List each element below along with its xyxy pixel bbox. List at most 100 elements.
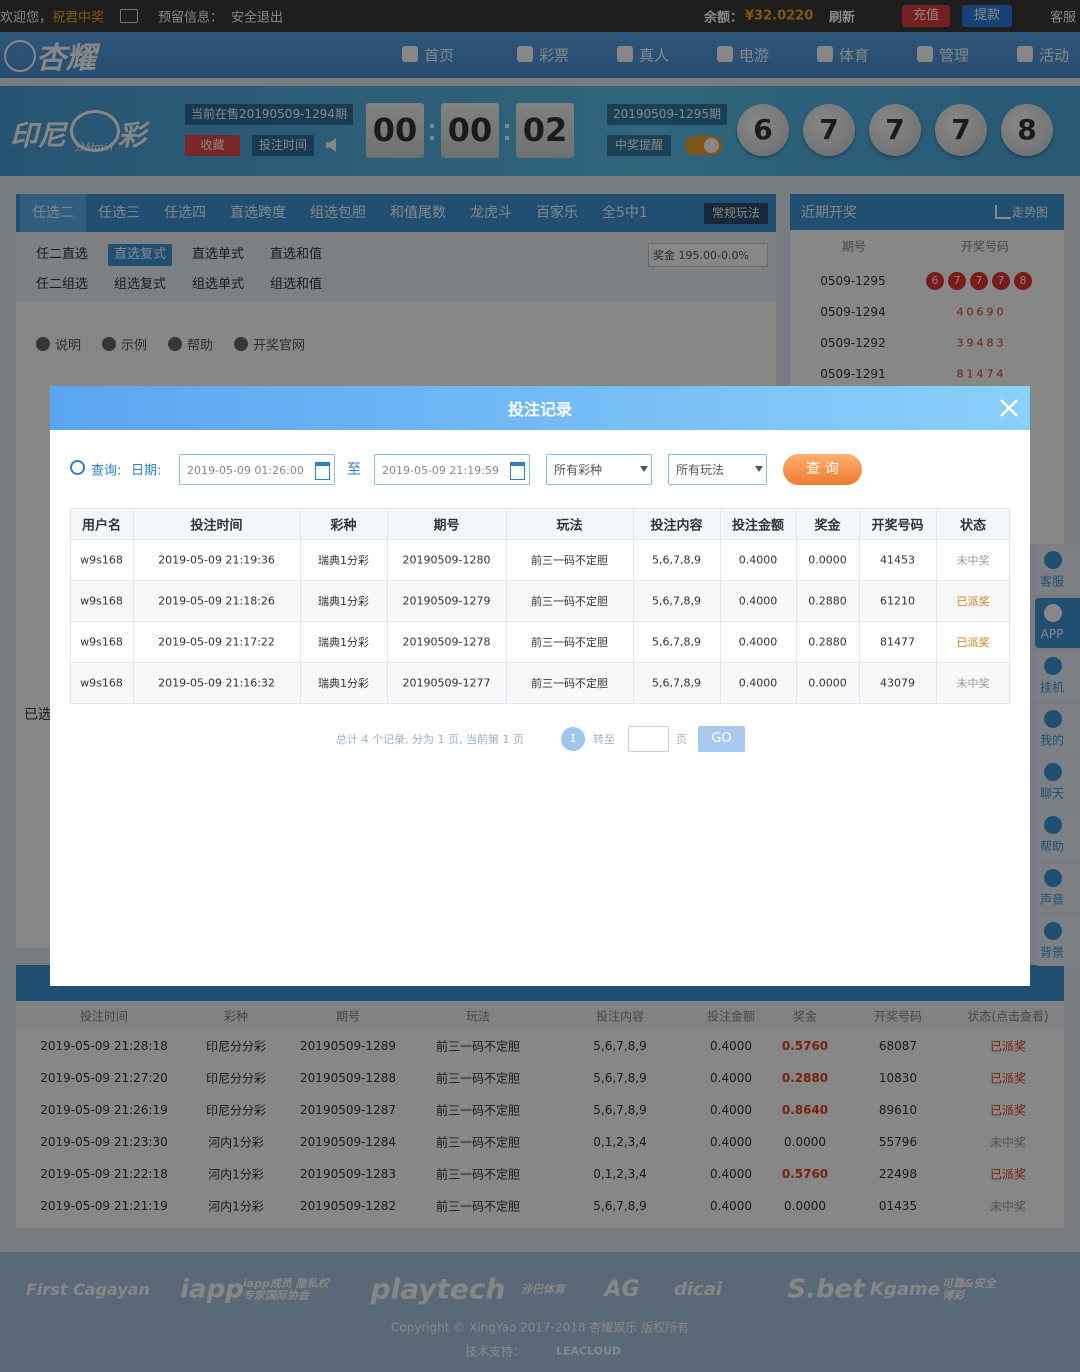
play-tabs: 任选二 任选三 任选四 直选跨度 组选包胆 和值尾数 龙虎斗 百家乐 全5中1 [16, 194, 660, 232]
history-cell: 0.4000 [710, 1071, 752, 1085]
nav-item[interactable]: 彩票 [539, 46, 570, 65]
favorite-button[interactable]: 收藏 [185, 135, 240, 156]
play-sub-row: 任二组选 组选复式 组选单式 组选和值 [30, 274, 328, 296]
history-cell[interactable]: 已派奖 [989, 1167, 1027, 1182]
nav-item[interactable]: 首页 [424, 46, 455, 65]
refresh-link[interactable]: 刷新 [829, 10, 856, 26]
play-sub-option[interactable]: 组选复式 [114, 277, 167, 292]
link-icon [36, 337, 50, 351]
logout-link[interactable]: 安全退出 [231, 10, 284, 26]
query-button[interactable]: 查 询 [783, 454, 862, 485]
link-icon [102, 337, 116, 351]
table-cell: 0.2880 [808, 635, 847, 649]
select-arrow [640, 466, 648, 476]
table-cell: 20190509-1278 [402, 635, 491, 649]
side-menu-label[interactable]: 我的 [1039, 733, 1065, 748]
nav-item[interactable]: 真人 [639, 46, 670, 65]
side-menu-label[interactable]: 聊天 [1039, 786, 1065, 801]
toggle-knob [704, 138, 719, 153]
nav-bar [0, 32, 1080, 78]
history-cell[interactable]: 已派奖 [989, 1039, 1027, 1054]
recent-number: 6 [976, 305, 984, 319]
play-sub-option[interactable]: 任二直选 [36, 247, 89, 262]
pagination-go-button[interactable]: GO [698, 726, 745, 752]
history-cell: 0.8640 [781, 1103, 829, 1117]
play-tab[interactable]: 百家乐 [536, 205, 578, 221]
pagination-current[interactable]: 1 [561, 727, 585, 751]
history-cell[interactable]: 已派奖 [989, 1103, 1027, 1118]
side-menu-label[interactable]: 声音 [1039, 892, 1065, 907]
history-cell: 5,6,7,8,9 [593, 1071, 647, 1085]
table-cell: 前三一码不定胆 [531, 677, 608, 690]
side-menu-label[interactable]: 客服 [1039, 574, 1065, 589]
selected-label: 已选 [24, 707, 52, 723]
play-mode-button[interactable]: 常规玩法 [704, 203, 768, 224]
play-link[interactable]: 帮助 [187, 338, 214, 354]
play-sub-option[interactable]: 直选和值 [270, 247, 323, 262]
history-header: 状态(点击查看) [967, 1009, 1049, 1024]
play-tab[interactable]: 任选三 [98, 205, 140, 221]
table-header: 用户名 [81, 518, 122, 534]
nav-item[interactable]: 体育 [839, 46, 870, 65]
play-sub-option[interactable]: 组选和值 [270, 277, 323, 292]
side-menu-label[interactable]: APP [1040, 627, 1064, 641]
countdown-digit: 02 [516, 103, 574, 158]
play-select[interactable]: 所有玩法 [668, 454, 767, 485]
play-tab[interactable]: 全5中1 [602, 205, 648, 221]
play-sub-option[interactable]: 直选复式 [108, 244, 173, 266]
table-header: 玩法 [556, 518, 583, 534]
mail-icon[interactable] [120, 9, 138, 23]
table-cell: w9s168 [80, 594, 123, 608]
table-cell: 61210 [880, 594, 915, 608]
modal-close[interactable] [998, 397, 1020, 419]
draw-ball: 6 [737, 104, 789, 156]
history-cell[interactable]: 未中奖 [989, 1135, 1027, 1150]
link-icon [168, 337, 182, 351]
history-cell: 前三一码不定胆 [435, 1135, 521, 1150]
next-issue: 20190509-1295期 [607, 104, 727, 125]
history-cell: 5,6,7,8,9 [593, 1039, 647, 1053]
nav-item[interactable]: 管理 [939, 46, 970, 65]
bet-time-button[interactable]: 投注时间 [252, 135, 314, 156]
pagination-input[interactable] [628, 726, 669, 752]
countdown-colon [430, 124, 434, 128]
table-cell: 0.0000 [808, 553, 847, 567]
nav-item[interactable]: 活动 [1039, 46, 1070, 65]
history-cell[interactable]: 已派奖 [989, 1071, 1027, 1086]
recent-issue: 0509-1294 [820, 305, 886, 319]
play-tab[interactable]: 龙虎斗 [470, 205, 512, 221]
play-link[interactable]: 说明 [55, 338, 82, 354]
recent-number: 4 [976, 336, 984, 350]
nav-icon [717, 46, 733, 62]
nav-item[interactable]: 电游 [739, 46, 770, 65]
sound-icon[interactable] [326, 138, 336, 152]
history-cell: 2019-05-09 21:28:18 [40, 1039, 168, 1053]
partner-logo: 沙巴体育 [521, 1282, 565, 1296]
play-link[interactable]: 示例 [121, 338, 148, 354]
date-to-input[interactable]: 2019-05-09 21:19:59 [374, 454, 530, 485]
trend-link[interactable]: 走势图 [1012, 205, 1049, 220]
play-tab[interactable]: 任选四 [164, 205, 206, 221]
side-menu-label[interactable]: 帮助 [1039, 839, 1065, 854]
play-sub-option[interactable]: 直选单式 [192, 247, 245, 262]
prize-select[interactable]: 奖金 195.00-0.0% [648, 243, 768, 267]
date-from-input[interactable]: 2019-05-09 01:26:00 [179, 454, 335, 485]
table-cell: 已派奖 [956, 636, 990, 649]
play-tab[interactable]: 组选包胆 [310, 205, 366, 221]
table-cell: 41453 [880, 553, 915, 567]
play-link[interactable]: 开奖官网 [253, 338, 306, 354]
side-menu-label[interactable]: 背景 [1039, 945, 1065, 960]
history-cell[interactable]: 未中奖 [989, 1199, 1027, 1214]
play-tab[interactable]: 任选二 [20, 194, 86, 232]
recharge-button[interactable]: 充值 [902, 5, 950, 27]
partner-logo: iapp成员 隐私权专家国际协会 [243, 1276, 329, 1302]
play-tab[interactable]: 直选跨度 [230, 205, 286, 221]
play-sub-option[interactable]: 组选单式 [192, 277, 245, 292]
play-tab[interactable]: 和值尾数 [390, 205, 446, 221]
side-menu-label[interactable]: 挂机 [1039, 680, 1065, 695]
withdraw-button[interactable]: 提款 [962, 5, 1012, 27]
play-sub-option[interactable]: 任二组选 [36, 277, 89, 292]
service-link[interactable]: 客服 [1050, 10, 1077, 26]
lottery-select[interactable]: 所有彩种 [546, 454, 652, 485]
